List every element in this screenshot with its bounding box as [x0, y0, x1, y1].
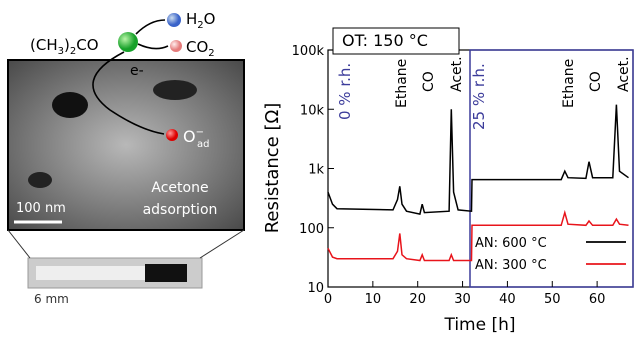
t: O [204, 10, 216, 28]
zoom-line [7, 229, 245, 259]
sensor-film [145, 264, 187, 282]
t: 2 [208, 48, 214, 59]
sem-image [7, 59, 245, 231]
t: ad [197, 139, 209, 150]
annotation: Ethane [394, 59, 410, 108]
pore [28, 172, 52, 188]
y-tick-label: 10k [300, 103, 325, 118]
series-line [327, 104, 629, 215]
legend-label: AN: 600 °C [475, 236, 547, 251]
oxygen-ball [166, 129, 178, 141]
annotation: Ethane [561, 59, 577, 108]
x-tick-label: 20 [409, 292, 426, 307]
series-line [327, 209, 629, 262]
y-tick-label: 100k [292, 44, 325, 59]
pore [52, 92, 88, 118]
t: 2 [70, 46, 76, 57]
water-label: H2O [186, 10, 215, 31]
co2-ball [170, 40, 182, 52]
x-tick-label: 60 [589, 292, 606, 307]
x-tick-label: 50 [544, 292, 561, 307]
acetone-ball [118, 32, 138, 52]
x-tick-label: 30 [454, 292, 471, 307]
annotation: 25 % r.h. [470, 63, 488, 130]
t: − [196, 127, 204, 138]
y-tick-label: 10 [307, 281, 324, 296]
oxygen-label: O− ad [183, 127, 209, 150]
y-axis-label: Resistance [Ω] [262, 103, 283, 234]
t: (CH [30, 36, 58, 54]
y-tick-label: 1k [308, 163, 324, 178]
water-ball [167, 13, 181, 27]
schematic: (CH3)2CO H2O CO2 e- O− ad Acetone adsorpti… [7, 10, 245, 306]
t: H [186, 10, 197, 28]
t: 3 [58, 46, 64, 57]
x-axis-label: Time [h] [443, 315, 515, 334]
y-tick-label: 100 [299, 222, 324, 237]
scale-label: 6 mm [34, 292, 69, 306]
annotation: OT: 150 °C [342, 31, 428, 50]
x-tick-label: 40 [499, 292, 516, 307]
annotation: CO [421, 71, 437, 92]
t: Acetone [151, 180, 208, 196]
scale-label: 100 nm [16, 201, 66, 216]
annotation: CO [588, 71, 604, 92]
t: CO [76, 36, 98, 54]
co2-label: CO2 [186, 38, 215, 59]
x-tick-label: 10 [365, 292, 382, 307]
t: adsorption [143, 202, 218, 218]
molecule-label: (CH3)2CO [30, 36, 99, 57]
t: ) [64, 36, 70, 54]
adsorption-label: Acetone adsorption [143, 180, 218, 218]
annotation: Acet. [449, 56, 465, 92]
legend-label: AN: 300 °C [475, 258, 547, 273]
annotation: Acet. [616, 56, 632, 92]
t: 2 [197, 20, 203, 31]
electron-label: e- [130, 63, 144, 79]
annotation-box [332, 27, 460, 55]
humidity-box [469, 49, 634, 288]
pore [153, 80, 197, 100]
arrow [92, 19, 169, 135]
t: O [183, 127, 196, 146]
t: CO [186, 38, 208, 56]
annotation: 0 % r.h. [336, 63, 354, 120]
x-tick-label: 0 [324, 292, 332, 307]
